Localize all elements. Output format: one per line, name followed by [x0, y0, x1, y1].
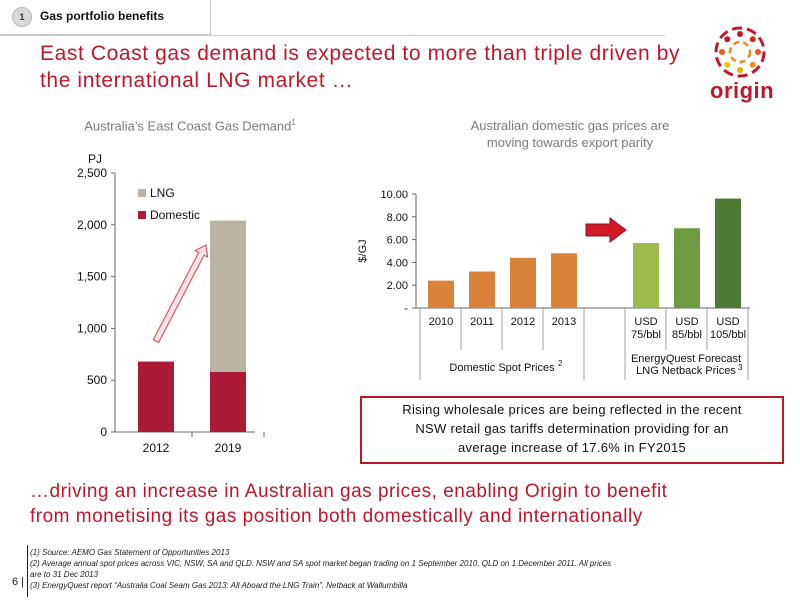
group-label-energyquest: LNG Netback Prices — [636, 365, 736, 377]
x-tick-label: 2012 — [143, 441, 170, 455]
headline-line-2: the international LNG market … — [40, 69, 354, 92]
y-tick-label: - — [404, 303, 408, 315]
y-tick-label: 2.00 — [387, 280, 408, 292]
price-chart: $/GJ - 2.00 4.00 6.00 8.00 10.00 2010 2011 2012 20… — [357, 189, 750, 380]
x-tick-label: 105/bbl — [710, 329, 746, 341]
x-tick-label: 2019 — [215, 441, 242, 455]
red-arrow-icon — [585, 217, 627, 243]
y-tick-label: 1,500 — [77, 270, 107, 284]
section-number-badge: 1 — [12, 7, 32, 27]
footer-rule — [27, 545, 28, 597]
section-title: Gas portfolio benefits — [40, 9, 165, 23]
right-chart-title-line-1: Australian domestic gas prices are — [470, 118, 670, 133]
footnote-3: (3) EnergyQuest report “Australia Coal S… — [30, 581, 408, 590]
callout-line-3: average increase of 17.6% in FY2015 — [457, 440, 687, 455]
y-tick-label: 4.00 — [387, 257, 408, 269]
section-tab — [0, 0, 211, 35]
x-tick-label: USD — [716, 316, 739, 328]
legend-swatch-lng — [138, 189, 146, 197]
legend-label-domestic: Domestic — [150, 208, 200, 222]
callout-box: Rising wholesale prices are being reflec… — [360, 396, 784, 464]
group-label-superscript: 2 — [558, 359, 563, 368]
bar-domestic-2019 — [210, 371, 246, 432]
group-label-domestic: Domestic Spot Prices — [449, 362, 555, 374]
x-tick-label: 2010 — [429, 316, 453, 328]
y-axis-label: PJ — [88, 152, 102, 166]
group-label-superscript: 3 — [738, 363, 743, 372]
price-bar-4 — [633, 243, 659, 308]
price-bar-0 — [428, 280, 454, 308]
footnote-1: (1) Source: AEMO Gas Statement of Opport… — [30, 548, 230, 557]
y-tick-label: 8.00 — [387, 212, 408, 224]
left-chart-title-superscript: 1 — [291, 118, 296, 127]
price-bar-2 — [510, 257, 536, 308]
price-bar-6 — [715, 198, 741, 308]
bar-lng-2019 — [210, 220, 246, 372]
x-tick-label: 75/bbl — [631, 329, 661, 341]
bar-domestic-2012 — [138, 361, 174, 432]
page-number: 6 | — [12, 576, 25, 588]
x-tick-label: USD — [675, 316, 698, 328]
y-axis-label: $/GJ — [357, 239, 369, 262]
group-label-energyquest: EnergyQuest Forecast — [631, 353, 741, 365]
y-tick-label: 1,000 — [77, 321, 107, 335]
conclusion-line-2: from monetising its gas position both do… — [30, 506, 643, 527]
price-bar-1 — [469, 271, 495, 308]
headline-line-1: East Coast gas demand is expected to mor… — [40, 42, 681, 65]
x-tick-label: 2013 — [552, 316, 576, 328]
x-tick-label: 2012 — [511, 316, 535, 328]
callout-line-1: Rising wholesale prices are being reflec… — [402, 402, 742, 417]
origin-logo-icon — [714, 26, 766, 78]
demand-chart: PJ 0 500 1,000 1,500 2,000 2,500 2012 2019 LNG Dom… — [77, 152, 265, 455]
y-tick-label: 500 — [87, 373, 107, 387]
y-tick-label: 2,000 — [77, 218, 107, 232]
origin-logo-text: origin — [710, 78, 775, 103]
left-chart-title-text: Australia’s East Coast Gas Demand — [84, 118, 292, 134]
header-rule — [0, 35, 665, 36]
x-tick-label: USD — [634, 316, 657, 328]
callout-line-2: NSW retail gas tariffs determination pro… — [415, 421, 729, 436]
footnote-2: (2) Average annual spot prices across VI… — [30, 559, 612, 568]
y-tick-label: 0 — [100, 425, 107, 439]
legend-label-lng: LNG — [150, 186, 175, 200]
right-chart-title-line-2: moving towards export parity — [486, 135, 654, 150]
conclusion-line-1: …driving an increase in Australian gas p… — [30, 481, 668, 502]
growth-arrow-icon — [152, 244, 209, 344]
x-tick-label: 85/bbl — [672, 329, 702, 341]
left-chart-title: Australia’s East Coast Gas Demand1 — [40, 118, 340, 133]
price-bar-3 — [551, 253, 577, 308]
legend-swatch-domestic — [138, 211, 146, 219]
y-tick-label: 2,500 — [77, 166, 107, 180]
y-tick-label: 10.00 — [380, 189, 408, 201]
y-tick-label: 6.00 — [387, 235, 408, 247]
footnote-2-cont: are to 31 Dec 2013 — [30, 570, 99, 579]
x-tick-label: 2011 — [470, 316, 494, 328]
price-bar-5 — [674, 228, 700, 308]
